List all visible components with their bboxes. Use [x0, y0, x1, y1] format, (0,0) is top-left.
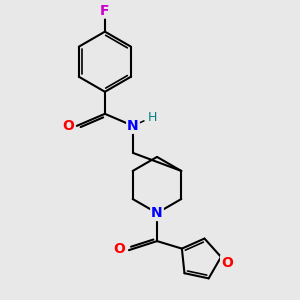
Text: F: F — [100, 4, 110, 18]
Text: H: H — [147, 111, 157, 124]
Text: O: O — [62, 119, 74, 133]
Text: N: N — [151, 206, 163, 220]
Text: O: O — [221, 256, 233, 270]
Text: N: N — [127, 119, 139, 133]
Text: O: O — [113, 242, 125, 256]
